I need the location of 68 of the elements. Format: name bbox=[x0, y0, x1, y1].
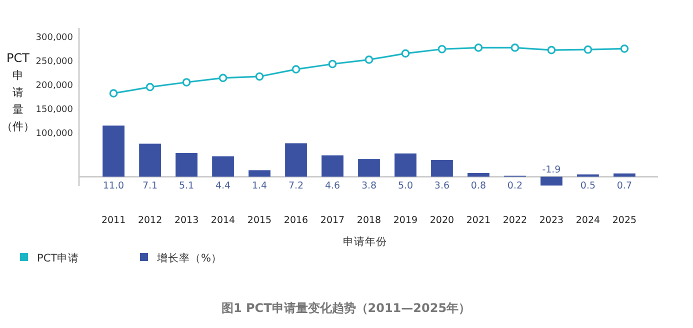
x-tick-label: 2014 bbox=[210, 215, 236, 226]
y-tick-label: 100,000 bbox=[36, 128, 74, 139]
data-label: 0.8 bbox=[470, 180, 486, 192]
point bbox=[620, 44, 629, 53]
legend-label: PCT申请 bbox=[37, 252, 80, 265]
x-tick-label: 2016 bbox=[284, 215, 308, 226]
x-tick-label: 2024 bbox=[576, 215, 600, 226]
point bbox=[510, 44, 520, 52]
bar bbox=[431, 160, 453, 177]
bar bbox=[540, 176, 562, 186]
bar bbox=[468, 172, 490, 177]
x-tick-label: 2025 bbox=[612, 215, 637, 226]
x-tick-label: 2021 bbox=[466, 215, 491, 226]
y-tick-label: 150,000 bbox=[36, 104, 74, 115]
x-axis-title: 申请年份 bbox=[343, 235, 387, 248]
data-label: 4.4 bbox=[215, 180, 231, 192]
point bbox=[292, 65, 300, 74]
bar bbox=[139, 144, 161, 177]
x-tick-label: 2022 bbox=[502, 215, 528, 226]
point bbox=[255, 72, 264, 81]
point bbox=[547, 46, 556, 54]
point bbox=[218, 74, 228, 82]
y-tick-label: 300,000 bbox=[36, 32, 74, 43]
point bbox=[109, 89, 118, 98]
data-label: 1.4 bbox=[252, 180, 268, 192]
legend-label: 增长率（%） bbox=[156, 252, 222, 265]
point bbox=[438, 44, 446, 54]
x-tick-label: 2011 bbox=[101, 215, 126, 226]
x-tick-label: 2012 bbox=[138, 215, 162, 226]
bar bbox=[322, 155, 344, 177]
bar bbox=[358, 159, 380, 177]
point bbox=[328, 60, 337, 68]
data-label: 3.6 bbox=[434, 180, 450, 192]
y-tick-label: 250,000 bbox=[36, 56, 74, 67]
data-label: 11.0 bbox=[102, 180, 124, 192]
bar bbox=[212, 156, 234, 177]
y-axis-title: PCT申请量（件） bbox=[2, 51, 34, 133]
data-label: 7.1 bbox=[142, 180, 158, 192]
x-tick-label: 2019 bbox=[393, 215, 418, 226]
x-tick-label: 2017 bbox=[320, 215, 345, 226]
y-tick-label: 200,000 bbox=[36, 80, 74, 91]
x-tick-label: 2020 bbox=[430, 215, 454, 226]
x-tick-label: 2013 bbox=[174, 215, 199, 226]
point bbox=[182, 78, 191, 86]
data-label: -1.9 bbox=[542, 164, 561, 176]
point bbox=[401, 49, 410, 58]
data-label: 5.0 bbox=[398, 180, 414, 192]
x-tick-label: 2018 bbox=[356, 215, 382, 226]
data-label: 3.8 bbox=[361, 180, 377, 192]
bar bbox=[248, 170, 270, 177]
data-label: 4.6 bbox=[324, 180, 340, 192]
data-label: 7.2 bbox=[288, 180, 304, 192]
bar bbox=[176, 153, 198, 177]
bar bbox=[614, 173, 636, 177]
data-label: 0.5 bbox=[580, 180, 596, 192]
data-label: 0.7 bbox=[616, 180, 632, 192]
bar bbox=[394, 153, 416, 177]
point bbox=[364, 56, 374, 64]
point bbox=[584, 45, 592, 54]
x-tick-label: 2023 bbox=[539, 215, 564, 226]
text: 图1 PCT申请量变化趋势（2011—2025年） bbox=[221, 301, 471, 315]
data-label: 0.2 bbox=[507, 180, 523, 192]
x-tick-label: 2015 bbox=[247, 215, 272, 226]
point bbox=[474, 44, 483, 52]
data-label: 5.1 bbox=[178, 180, 194, 192]
bar bbox=[102, 126, 124, 177]
bar bbox=[285, 143, 307, 177]
point bbox=[146, 82, 154, 92]
